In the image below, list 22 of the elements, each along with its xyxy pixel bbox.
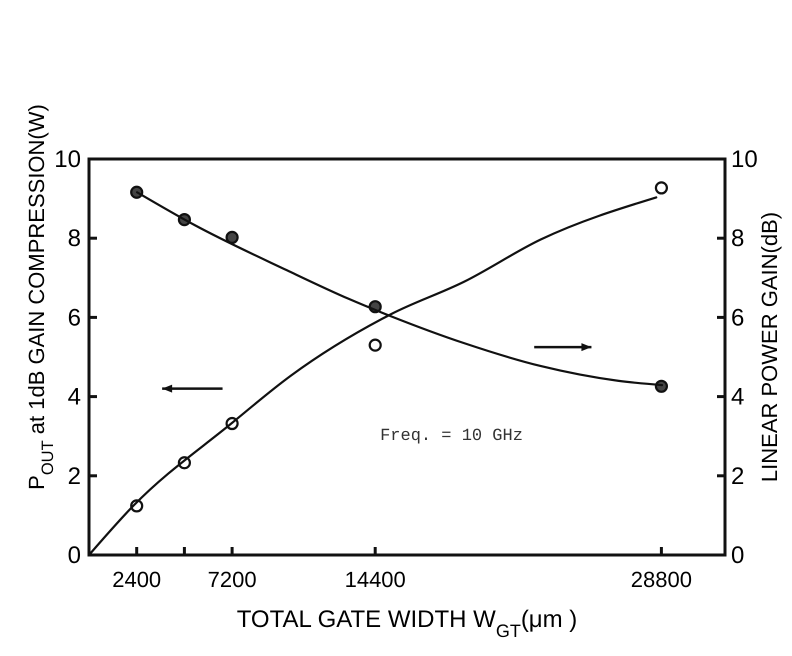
y-tick-label: 6 [68,304,81,332]
y-tick-label: 4 [68,384,81,411]
y2-tick-label: 8 [731,225,744,252]
point [368,338,382,352]
y2-tick-label: 6 [731,304,744,332]
y2-tick-label: 10 [731,146,758,173]
y-tick-label: 0 [68,542,81,569]
x-tick-label: 14400 [344,567,406,592]
x-tick-label: 2400 [112,567,162,592]
x-tick-label: 7200 [208,567,257,592]
y-tick-label: 8 [68,225,81,252]
point [654,181,668,195]
y-tick-label: 2 [68,462,81,490]
x-axis-title: TOTAL GATE WIDTH W$_{GT}$(μm ) [236,606,578,641]
y-tick-label: 10 [54,146,81,173]
y2-axis-title: LINEAR POWER GAIN(dB) [757,212,782,482]
y2-tick-label: 0 [731,542,744,569]
y2-tick-label: 4 [731,384,744,411]
point [226,230,239,244]
x-tick-label: 28800 [630,567,692,592]
annotation: Freq. = 10 GHz [380,427,523,446]
y2-tick-label: 2 [731,462,744,490]
